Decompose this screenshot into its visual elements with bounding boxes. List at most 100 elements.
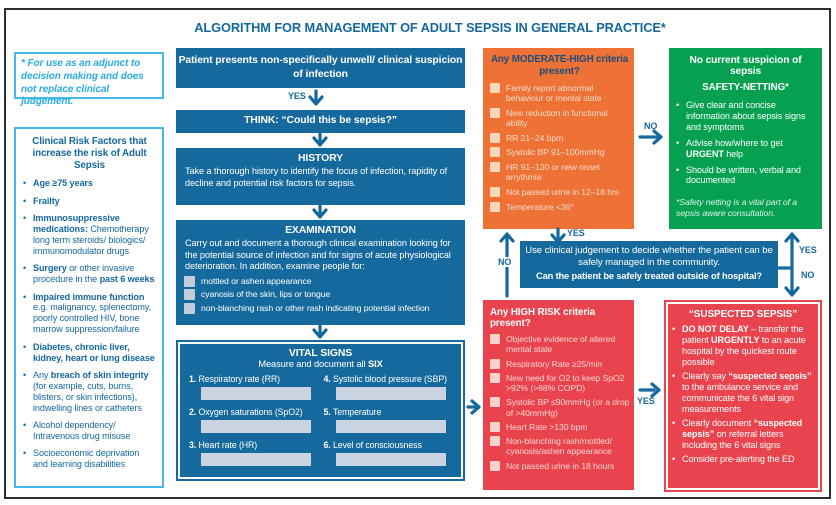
bullet-item: • Socioeconomic deprivation and learning …: [23, 448, 156, 470]
adjunct-note-box: * For use as an adjunct to decision maki…: [14, 52, 164, 107]
checkbox[interactable]: [184, 275, 195, 287]
moderate-high-title: Any MODERATE-HIGH criteria present?: [490, 54, 629, 77]
think-sepsis-box: THINK: “Could this be sepsis?”: [176, 110, 465, 133]
checkbox[interactable]: [490, 358, 500, 369]
checkbox[interactable]: [184, 289, 195, 301]
check-item: Systolic BP ≤90mmHg (or a drop of >40mmH…: [490, 397, 630, 418]
high-risk-checklist: Objective evidence of altered mental sta…: [490, 334, 630, 471]
criteria-text: Heart Rate >130 bpm: [506, 421, 588, 432]
field-item: 4. Systolic blood pressure (SBP): [324, 374, 453, 400]
bullet-item: • Clearly document “suspected sepsis” on …: [672, 418, 814, 451]
criteria-text: New need for O2 to keep SpO2 >92% (>88% …: [506, 372, 625, 394]
label-yes-judgement-green: YES: [799, 245, 817, 255]
vital-field-input[interactable]: [201, 453, 311, 466]
checkbox[interactable]: [490, 397, 500, 408]
check-item: Systolic BP 91–100mmHg: [490, 147, 629, 158]
vital-field-input[interactable]: [335, 387, 446, 400]
vital-field-label: 1. Respiratory rate (RR): [189, 374, 280, 384]
list-text: Impaired immune function e.g. malignancy…: [33, 291, 152, 335]
list-text: Consider pre-alerting the ED: [682, 454, 795, 465]
vital-signs-inner: VITAL SIGNS Measure and document all SIX…: [180, 344, 461, 477]
field-item: 2. Oxygen saturations (SpO2): [189, 407, 318, 433]
vital-signs-title: VITAL SIGNS: [288, 348, 353, 359]
criteria-text: Not passed urine in 12–18 hrs: [506, 187, 620, 198]
vital-field-input[interactable]: [335, 420, 446, 433]
checkbox[interactable]: [490, 132, 500, 143]
criteria-text: Respiratory Rate ≥25/min: [506, 358, 603, 369]
checkbox[interactable]: [490, 162, 500, 173]
check-item: Family report abnormal behaviour or ment…: [490, 82, 629, 104]
checkbox[interactable]: [490, 107, 500, 118]
bullet-item: • Alcohol dependency/ Intravenous drug mi…: [23, 420, 156, 442]
check-item: mottled or ashen appearance: [184, 275, 461, 287]
checkbox[interactable]: [490, 201, 500, 212]
bullet-icon: •: [23, 213, 27, 224]
history-title: HISTORY: [298, 153, 343, 164]
bullet-icon: •: [672, 371, 676, 382]
criteria-text: Non-blanching rash/mottled/ cyanosis/ash…: [506, 436, 612, 457]
checkbox[interactable]: [490, 147, 500, 158]
field-item: 5. Temperature: [324, 407, 453, 433]
examination-body: Carry out and document a thorough clinic…: [185, 238, 451, 272]
list-text: Alcohol dependency/ Intravenous drug mis…: [33, 420, 131, 441]
moderate-high-checklist: Family report abnormal behaviour or ment…: [490, 82, 629, 213]
history-box: HISTORY Take a thorough history to ident…: [176, 148, 465, 205]
checkbox[interactable]: [490, 460, 500, 471]
check-item: non-blanching rash or other rash indicat…: [184, 302, 461, 314]
safety-netting-subtitle: SAFETY-NETTING*: [702, 82, 789, 93]
bullet-item: • Diabetes, chronic liver, kidney, heart …: [23, 342, 156, 364]
vital-field-input[interactable]: [201, 387, 311, 400]
criteria-text: non-blanching rash or other rash indicat…: [201, 302, 430, 313]
risk-factors-list: • Age ≥75 years • Frailty • Immunosuppressive…: [23, 178, 156, 470]
criteria-text: cyanosis of the skin, lips or tongue: [201, 289, 331, 300]
vital-signs-box: VITAL SIGNS Measure and document all SIX…: [176, 340, 465, 481]
bullet-item: • Should be written, verbal and documente…: [676, 165, 815, 187]
criteria-text: Systolic BP 91–100mmHg: [506, 147, 605, 158]
list-text: Immunosuppressive medications: Chemother…: [33, 213, 149, 256]
field-item: 1. Respiratory rate (RR): [189, 374, 318, 400]
clinical-judgement-box: Use clinical judgement to decide whether…: [520, 241, 778, 288]
bullet-icon: •: [23, 263, 27, 274]
criteria-text: RR 21–24 bpm: [506, 132, 564, 143]
bullet-item: • Give clear and concise information abou…: [676, 100, 815, 133]
bullet-icon: •: [23, 420, 27, 431]
list-text: Age ≥75 years: [33, 178, 93, 189]
bullet-icon: •: [672, 418, 676, 429]
checkbox[interactable]: [490, 436, 500, 447]
safety-netting-box: No current suspicion of sepsis SAFETY-NE…: [669, 48, 822, 229]
label-no-judgement-suspected: NO: [801, 270, 815, 280]
vital-field-input[interactable]: [335, 453, 446, 466]
patient-presents-box: Patient presents non-specifically unwell…: [176, 48, 465, 88]
list-text: Diabetes, chronic liver, kidney, heart o…: [33, 341, 155, 363]
bullet-item: • Surgery or other invasive procedure in …: [23, 263, 156, 285]
criteria-text: Family report abnormal behaviour or ment…: [506, 82, 602, 103]
bullet-item: • Advise how/where to get URGENT help: [676, 138, 815, 160]
criteria-text: Objective evidence of altered mental sta…: [506, 334, 616, 355]
checkbox[interactable]: [490, 334, 500, 344]
label-yes-moderate-judgement: YES: [567, 228, 585, 238]
criteria-text: New reduction in functional ability: [506, 107, 608, 128]
list-text: Should be written, verbal and documented: [686, 164, 801, 186]
vital-field-input[interactable]: [201, 420, 311, 433]
checkbox[interactable]: [184, 302, 195, 314]
checkbox[interactable]: [490, 372, 500, 383]
bullet-icon: •: [676, 100, 680, 110]
check-item: Non-blanching rash/mottled/ cyanosis/ash…: [490, 436, 630, 457]
list-text: Frailty: [33, 195, 60, 206]
check-item: Temperature <36°: [490, 201, 629, 212]
bullet-icon: •: [23, 291, 27, 302]
criteria-text: mottled or ashen appearance: [201, 275, 312, 286]
checkbox[interactable]: [490, 82, 500, 93]
list-text: Clearly say “suspected sepsis” to the am…: [682, 371, 812, 414]
bullet-item: • Frailty: [23, 196, 156, 207]
check-item: cyanosis of the skin, lips or tongue: [184, 289, 461, 301]
bullet-item: • Clearly say “suspected sepsis” to the a…: [672, 371, 814, 415]
checkbox[interactable]: [490, 421, 500, 432]
field-item: 3. Heart rate (HR): [189, 440, 318, 466]
checkbox[interactable]: [490, 187, 500, 198]
moderate-high-criteria-box: Any MODERATE-HIGH criteria present? Fami…: [483, 48, 634, 229]
vital-field-label: 4. Systolic blood pressure (SBP): [323, 374, 448, 384]
bullet-item: • Immunosuppressive medications: Chemothe…: [23, 213, 156, 257]
bullet-icon: •: [23, 178, 27, 189]
examination-box: EXAMINATION Carry out and document a tho…: [176, 220, 465, 325]
